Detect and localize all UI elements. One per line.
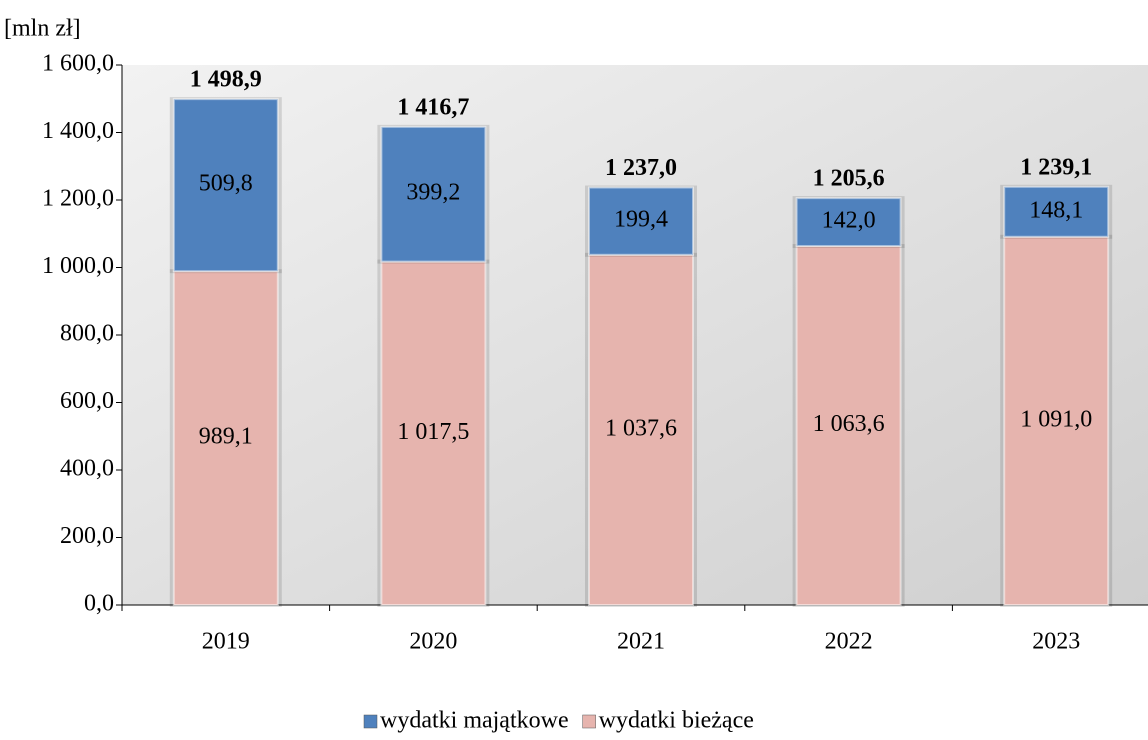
x-tick-label: 2020 [409,629,457,655]
y-tick-label: 1 600,0 [42,51,114,77]
segment-label: 399,2 [406,180,460,206]
x-tick-label: 2023 [1032,629,1080,655]
segment-label: 509,8 [199,171,253,197]
total-label: 1 416,7 [397,94,469,120]
y-tick-label: 600,0 [60,388,114,414]
segment-label: 1 037,6 [605,415,677,441]
segment-label: 1 091,0 [1020,406,1092,432]
segment-label: 1 017,5 [397,419,469,445]
bar-segment [172,98,279,273]
bar-segment [795,245,902,606]
total-label: 1 498,9 [190,67,262,93]
bar-segment [172,270,279,606]
legend-swatch [582,714,596,729]
y-tick-label: 0,0 [84,591,114,617]
y-tick-label: 400,0 [60,456,114,482]
segment-label: 148,1 [1029,197,1083,223]
segment-label: 142,0 [822,208,876,234]
legend-label: wydatki bieżące [599,708,754,734]
x-tick-label: 2022 [825,629,873,655]
total-label: 1 237,0 [605,155,677,181]
total-label: 1 239,1 [1020,154,1092,180]
legend-swatch [363,714,378,729]
bar-segment [588,186,694,256]
bar-segment [380,125,487,263]
bar-segment [1003,185,1110,238]
y-tick-label: 200,0 [60,523,114,549]
bar-segment [1003,235,1110,606]
y-tick-label: 800,0 [60,321,114,347]
total-label: 1 205,6 [813,166,885,192]
y-axis-label: [mln zł] [4,16,81,42]
segment-label: 989,1 [199,424,253,450]
y-tick-label: 1 400,0 [42,118,114,144]
x-tick-label: 2019 [202,629,250,655]
segment-label: 1 063,6 [813,411,885,437]
bar-segment [380,260,487,606]
segment-label: 199,4 [614,207,668,233]
y-tick-label: 1 000,0 [42,253,114,279]
x-tick-label: 2021 [617,629,665,655]
bar-segment [588,253,694,606]
bar-segment [795,197,902,248]
legend-label: wydatki majątkowe [380,708,569,734]
y-tick-label: 1 200,0 [42,186,114,212]
